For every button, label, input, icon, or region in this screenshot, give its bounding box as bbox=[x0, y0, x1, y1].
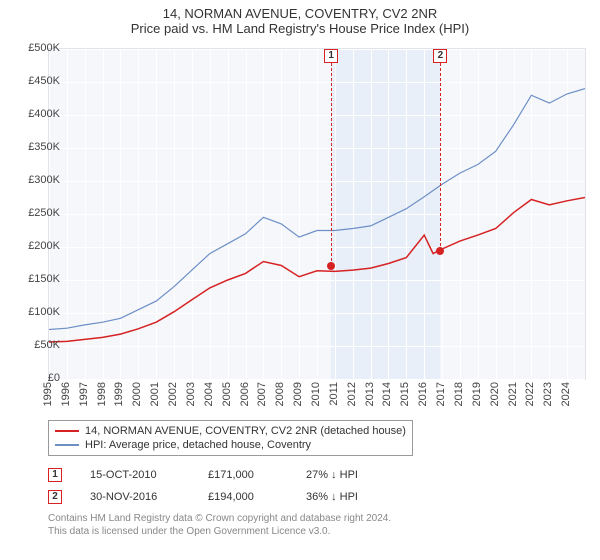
y-tick-label: £450K bbox=[14, 75, 60, 87]
x-tick-label: 2000 bbox=[131, 382, 143, 406]
x-tick-label: 2011 bbox=[328, 382, 340, 406]
transaction-dashed-line bbox=[331, 63, 332, 266]
x-tick-label: 2014 bbox=[381, 382, 393, 406]
transactions-table: 1 15-OCT-2010 £171,000 27% ↓ HPI 2 30-NO… bbox=[48, 464, 396, 508]
x-tick-label: 2021 bbox=[507, 382, 519, 406]
x-tick-label: 2024 bbox=[560, 382, 572, 406]
x-tick-label: 2016 bbox=[417, 382, 429, 406]
legend-swatch bbox=[55, 444, 79, 446]
transaction-delta: 36% ↓ HPI bbox=[306, 491, 396, 503]
y-tick-label: £250K bbox=[14, 207, 60, 219]
x-tick-label: 2010 bbox=[310, 382, 322, 406]
y-tick-label: £50K bbox=[14, 339, 60, 351]
x-tick-label: 2008 bbox=[274, 382, 286, 406]
x-tick-label: 1999 bbox=[113, 382, 125, 406]
footnote-line: This data is licensed under the Open Gov… bbox=[48, 525, 391, 538]
y-tick-label: £100K bbox=[14, 306, 60, 318]
table-row: 1 15-OCT-2010 £171,000 27% ↓ HPI bbox=[48, 464, 396, 486]
gridline bbox=[49, 379, 585, 380]
x-tick-label: 2007 bbox=[256, 382, 268, 406]
y-tick-label: £150K bbox=[14, 273, 60, 285]
x-tick-label: 2001 bbox=[149, 382, 161, 406]
x-tick-label: 2023 bbox=[542, 382, 554, 406]
y-tick-label: £500K bbox=[14, 42, 60, 54]
y-tick-label: £400K bbox=[14, 108, 60, 120]
transaction-price: £194,000 bbox=[208, 491, 278, 503]
footnote: Contains HM Land Registry data © Crown c… bbox=[48, 512, 391, 538]
x-tick-label: 1996 bbox=[60, 382, 72, 406]
chart-subtitle: Price paid vs. HM Land Registry's House … bbox=[0, 21, 600, 40]
plot-area: 12 bbox=[48, 48, 586, 380]
x-tick-label: 2006 bbox=[239, 382, 251, 406]
series-hpi bbox=[49, 89, 585, 330]
footnote-line: Contains HM Land Registry data © Crown c… bbox=[48, 512, 391, 525]
transaction-marker-box: 1 bbox=[324, 49, 338, 63]
legend-label: HPI: Average price, detached house, Cove… bbox=[85, 438, 311, 452]
x-tick-label: 2002 bbox=[167, 382, 179, 406]
x-tick-label: 2017 bbox=[435, 382, 447, 406]
legend-item: HPI: Average price, detached house, Cove… bbox=[55, 438, 406, 452]
legend-item: 14, NORMAN AVENUE, COVENTRY, CV2 2NR (de… bbox=[55, 424, 406, 438]
transaction-date: 15-OCT-2010 bbox=[90, 469, 180, 481]
x-tick-label: 2013 bbox=[364, 382, 376, 406]
legend-label: 14, NORMAN AVENUE, COVENTRY, CV2 2NR (de… bbox=[85, 424, 406, 438]
x-tick-label: 1997 bbox=[78, 382, 90, 406]
y-tick-label: £200K bbox=[14, 240, 60, 252]
transaction-delta: 27% ↓ HPI bbox=[306, 469, 396, 481]
y-tick-label: £300K bbox=[14, 174, 60, 186]
transaction-marker-box: 2 bbox=[433, 49, 447, 63]
x-tick-label: 2012 bbox=[346, 382, 358, 406]
chart-title: 14, NORMAN AVENUE, COVENTRY, CV2 2NR bbox=[0, 0, 600, 21]
x-tick-label: 2003 bbox=[185, 382, 197, 406]
x-tick-label: 2020 bbox=[489, 382, 501, 406]
x-tick-label: 2004 bbox=[203, 382, 215, 406]
x-tick-label: 2019 bbox=[471, 382, 483, 406]
transaction-marker: 1 bbox=[48, 468, 62, 482]
x-tick-label: 2015 bbox=[399, 382, 411, 406]
legend-swatch bbox=[55, 430, 79, 432]
x-tick-label: 2018 bbox=[453, 382, 465, 406]
transaction-dot bbox=[327, 262, 335, 270]
transaction-dashed-line bbox=[440, 63, 441, 251]
transaction-marker: 2 bbox=[48, 490, 62, 504]
legend-box: 14, NORMAN AVENUE, COVENTRY, CV2 2NR (de… bbox=[48, 420, 413, 456]
x-tick-label: 2022 bbox=[524, 382, 536, 406]
transaction-dot bbox=[436, 247, 444, 255]
series-property bbox=[49, 198, 585, 343]
x-tick-label: 1998 bbox=[96, 382, 108, 406]
table-row: 2 30-NOV-2016 £194,000 36% ↓ HPI bbox=[48, 486, 396, 508]
transaction-price: £171,000 bbox=[208, 469, 278, 481]
series-svg bbox=[49, 49, 585, 379]
transaction-date: 30-NOV-2016 bbox=[90, 491, 180, 503]
y-tick-label: £350K bbox=[14, 141, 60, 153]
x-tick-label: 1995 bbox=[42, 382, 54, 406]
chart-container: 14, NORMAN AVENUE, COVENTRY, CV2 2NR Pri… bbox=[0, 0, 600, 560]
x-tick-label: 2005 bbox=[221, 382, 233, 406]
x-tick-label: 2009 bbox=[292, 382, 304, 406]
